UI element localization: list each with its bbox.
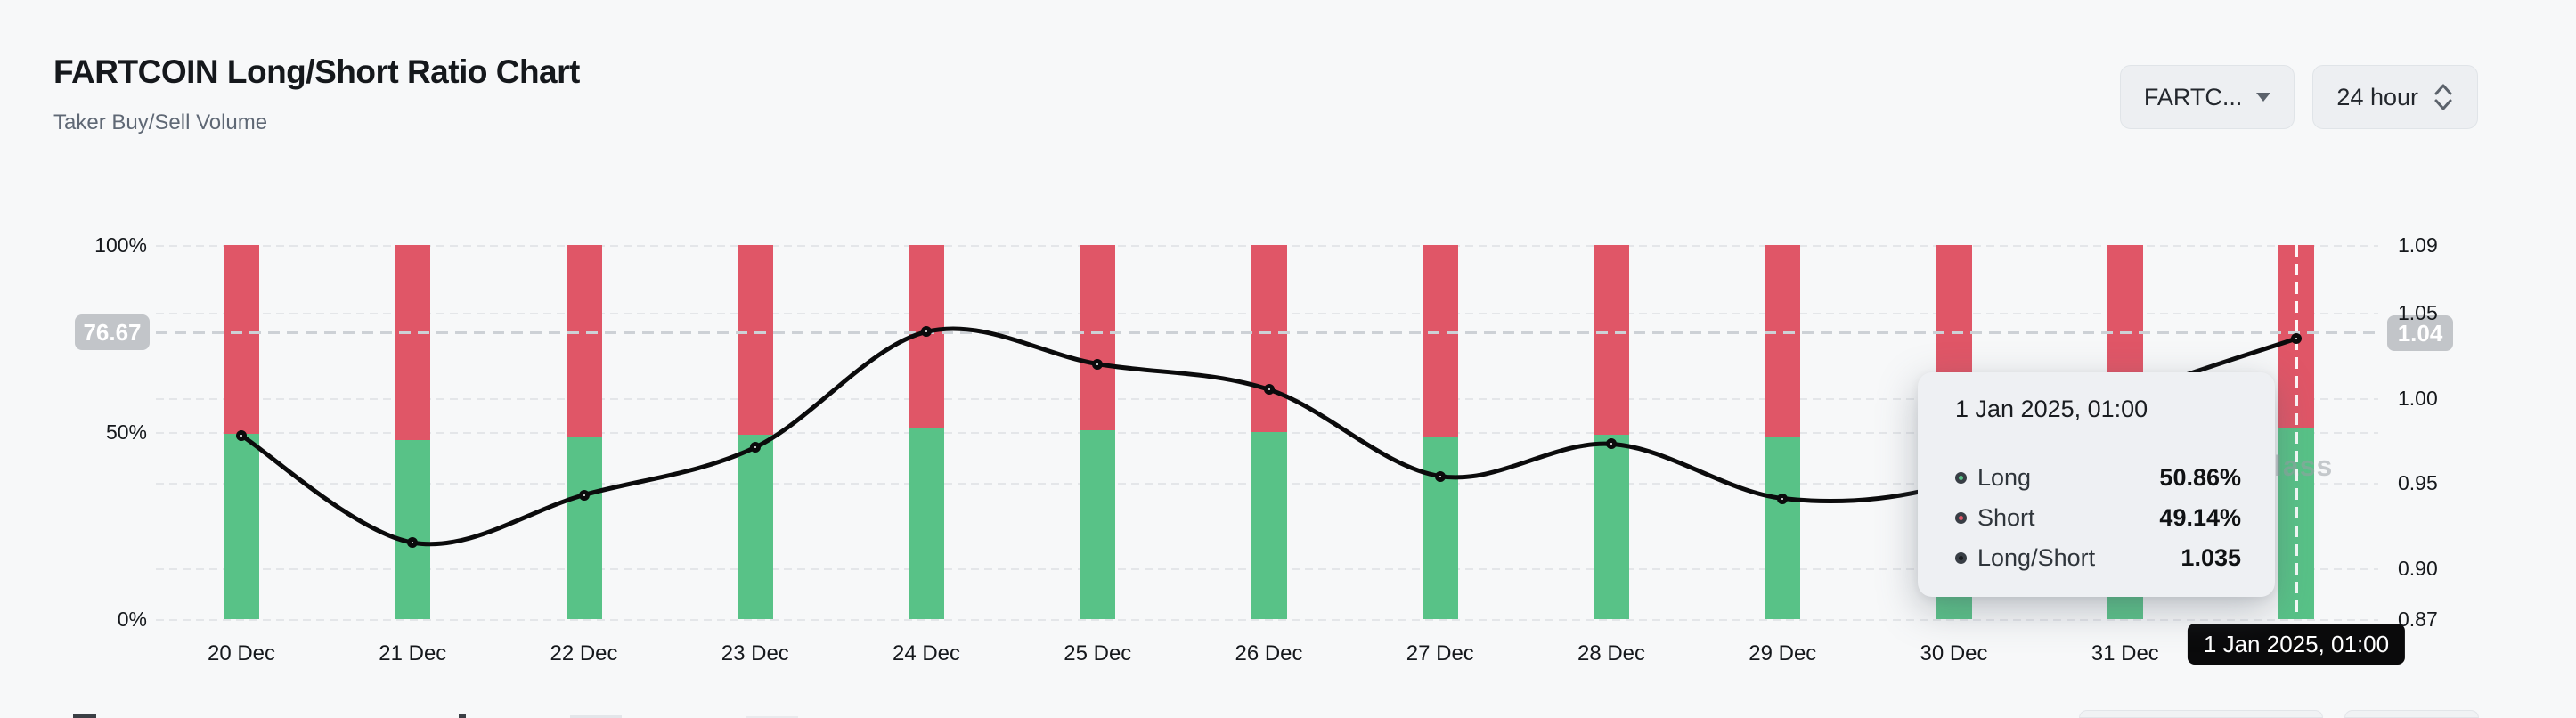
x-axis-label: 27 Dec [1406,641,1474,665]
tooltip-row-short: Short 49.14% [1955,504,2241,531]
interval-dropdown[interactable]: 24 hour [2312,65,2478,129]
x-axis-label: 24 Dec [892,641,961,665]
bar-long-29-dec[interactable] [1765,437,1801,619]
chart-tooltip: 1 Jan 2025, 01:00 Long 50.86% Short 49.14% L… [1918,372,2275,597]
y-axis-left-tick: 0% [117,608,147,631]
bar-long-26-dec[interactable] [1251,431,1287,619]
y-axis-right-tick: 0.95 [2398,471,2438,495]
x-axis-label: 28 Dec [1577,641,1646,665]
tooltip-row-long: Long 50.86% [1955,464,2241,491]
x-axis-label: 30 Dec [1920,641,1988,665]
tooltip-row-long-short: Long/Short 1.035 [1955,544,2241,571]
symbol-dropdown-value: FARTC... [2143,83,2243,110]
bar-short-26-dec[interactable] [1251,245,1287,432]
tooltip-title: 1 Jan 2025, 01:00 [1955,396,2148,422]
y-axis-left-tick: 100% [94,233,147,257]
symbol-dropdown[interactable]: FARTC... [2119,65,2295,129]
bar-long-23-dec[interactable] [737,435,773,619]
y-axis-right-tick: 0.87 [2398,608,2438,631]
tooltip-row-label: Short [1977,503,2035,531]
bar-short-27-dec[interactable] [1422,245,1458,437]
y-axis-right-tick: 1.09 [2398,233,2438,257]
crosshair-horizontal [156,331,2378,334]
series-marker-icon [1955,551,1967,564]
page-subtitle: Taker Buy/Sell Volume [53,110,268,135]
x-axis-label: 31 Dec [2091,641,2159,665]
gridline [156,619,2378,621]
bar-short-29-dec[interactable] [1765,245,1801,438]
x-axis-label: 25 Dec [1064,641,1132,665]
partial-legend-mark [570,715,622,718]
sort-updown-icon [2434,84,2452,110]
series-marker-icon [1955,511,1967,524]
x-axis-label: 20 Dec [207,641,276,665]
tooltip-row-value: 1.035 [2181,543,2241,571]
chevron-down-icon [2256,93,2271,102]
bar-short-21-dec[interactable] [395,245,431,441]
crosshair-y-right-badge: 1.04 [2387,315,2453,351]
y-axis-right-tick: 1.00 [2398,386,2438,410]
y-axis-right-tick: 0.90 [2398,556,2438,580]
bar-long-27-dec[interactable] [1422,437,1458,619]
interval-dropdown-value: 24 hour [2336,83,2418,110]
bar-long-28-dec[interactable] [1594,434,1629,619]
line-point-27-dec [1434,470,1446,482]
crosshair-vertical [2295,245,2298,619]
partial-legend-mark [73,714,96,718]
page-title: FARTCOIN Long/Short Ratio Chart [53,53,580,90]
line-point-28-dec [1606,438,1617,450]
y-axis-left-tick: 50% [105,420,147,444]
bar-short-20-dec[interactable] [224,245,259,435]
line-point-24-dec [921,326,932,338]
tooltip-row-value: 49.14% [2159,503,2241,531]
crosshair-y-left-badge: 76.67 [75,314,150,350]
line-point-26-dec [1263,384,1275,396]
partial-legend-mark [459,714,466,718]
line-point-21-dec [407,537,419,549]
partial-button-left[interactable] [2079,710,2323,718]
x-axis-label: 26 Dec [1235,641,1303,665]
partial-button-right[interactable] [2344,710,2479,718]
series-marker-icon [1955,471,1967,484]
bar-short-23-dec[interactable] [737,245,773,436]
y-axis-right-tick: 1.05 [2398,301,2438,325]
bar-long-25-dec[interactable] [1080,429,1116,619]
watermark: lass [2274,450,2334,482]
bar-long-24-dec[interactable] [909,428,944,619]
line-point-25-dec [1092,358,1104,370]
tooltip-row-label: Long/Short [1977,543,2096,571]
bar-long-20-dec[interactable] [224,434,259,619]
line-point-29-dec [1777,493,1789,504]
line-point-23-dec [749,442,761,453]
chart-controls: FARTC... 24 hour [2119,65,2478,129]
line-point-20-dec [236,429,247,441]
partial-legend-mark [746,716,798,718]
crosshair-x-badge: 1 Jan 2025, 01:00 [2187,624,2406,665]
x-axis-label: 21 Dec [379,641,447,665]
x-axis-label: 22 Dec [550,641,618,665]
line-point-1-jan [2291,333,2302,344]
bar-long-22-dec[interactable] [566,437,602,619]
x-axis-label: 29 Dec [1749,641,1817,665]
tooltip-row-label: Long [1977,463,2032,491]
tooltip-row-value: 50.86% [2159,463,2241,491]
line-point-22-dec [578,489,590,501]
bar-short-28-dec[interactable] [1594,245,1629,435]
bar-short-25-dec[interactable] [1080,245,1116,430]
bar-long-21-dec[interactable] [395,440,431,619]
x-axis-label: 23 Dec [721,641,789,665]
tooltip-rows: Long 50.86% Short 49.14% Long/Short 1.035 [1955,464,2241,571]
bar-short-22-dec[interactable] [566,245,602,438]
